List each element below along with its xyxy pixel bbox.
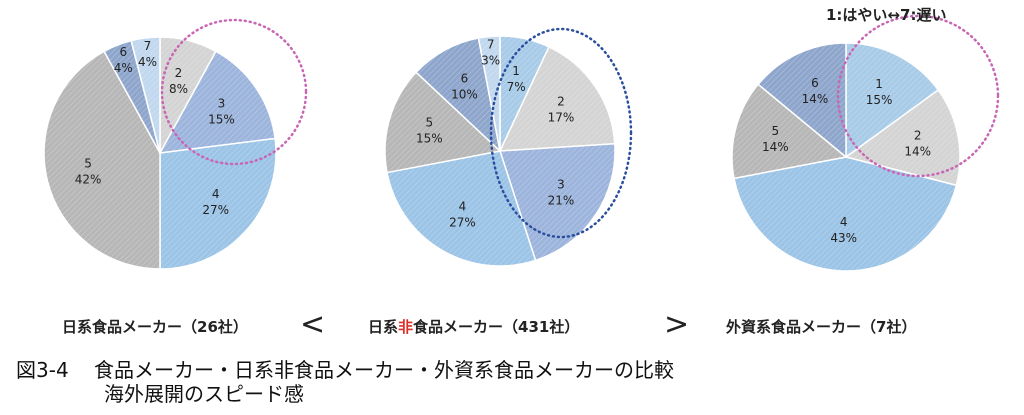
highlight-non-text: 非: [398, 318, 414, 336]
pie-2-slice-2-texture: [500, 46, 615, 151]
comparator-greater-than: >: [664, 307, 690, 342]
pie-1-label-7-percent: 4%: [138, 55, 157, 69]
pie-1-label-4-percent: 27%: [202, 203, 229, 217]
pie-2-label-2-percent: 17%: [548, 111, 575, 125]
pie-3-slice-1-texture: [846, 42, 939, 157]
pie-1-label-3-percent: 15%: [208, 112, 235, 126]
pie-2-label-6-category: 6: [461, 72, 469, 86]
pie-chart-3: 1 15% 2 14% 4 43% 5 14% 6 14%: [731, 42, 961, 272]
pie-1-label-2-percent: 8%: [169, 82, 188, 96]
comparator-less-than: <: [300, 307, 326, 342]
figure-number: 図3-4: [16, 358, 69, 382]
pie-2-slice-1-texture: [500, 36, 549, 151]
pie-3-label-1-percent: 15%: [866, 93, 893, 107]
caption-line-2: 海外展開のスピード感: [104, 382, 304, 406]
pie-3-label-6-category: 6: [811, 76, 819, 90]
caption-line-1: 食品メーカー・日系非食品メーカー・外資系食品メーカーの比較: [94, 358, 674, 382]
pie-2-label-5-category: 5: [425, 116, 433, 130]
pie-3-label-6-percent: 14%: [802, 92, 829, 106]
pie-3-slice-5-texture: [732, 84, 846, 179]
chart-label-japanese-food: 日系食品メーカー（26社）: [62, 318, 248, 336]
pie-1-slice-5-texture: [44, 51, 160, 269]
pie-1-label-3-category: 3: [218, 96, 226, 110]
pie-chart-1: 2 8% 3 15% 4 27% 5 42% 6 4% 7 4%: [43, 36, 277, 270]
pie-2-slice-5-texture: [385, 72, 500, 173]
pie-1-slice-4-texture: [160, 138, 277, 269]
pie-3-label-2-category: 2: [914, 128, 922, 142]
highlight-circle-pie-3: [836, 14, 1000, 178]
highlight-ellipse-pie-2: [489, 27, 633, 239]
pie-2-label-3-percent: 21%: [548, 193, 575, 207]
pie-3-slice-2-texture: [846, 89, 961, 186]
pie-2-label-1-category: 1: [512, 64, 520, 78]
pie-2-label-1-percent: 7%: [507, 80, 526, 94]
pie-1-label-6-percent: 4%: [114, 61, 133, 75]
pie-2-label-4-category: 4: [459, 199, 467, 213]
pie-1-label-7-category: 7: [144, 39, 152, 53]
pie-charts-area: 28%315%427%542%64%74%17%217%321%427%515%…: [43, 14, 1000, 272]
pie-3-label-4-category: 4: [840, 215, 848, 229]
pie-3-label-5-category: 5: [771, 124, 779, 138]
pie-1-label-4-category: 4: [212, 187, 220, 201]
pie-1-slice-7-texture: [131, 37, 160, 153]
chart-label-foreign-food: 外資系食品メーカー（7社）: [726, 318, 917, 336]
pie-3-slice-6-texture: [758, 42, 846, 157]
highlight-circle-pie-1: [160, 18, 308, 166]
pie-2-label-7-category: 7: [487, 38, 495, 52]
pie-chart-2: 17%217%321%427%515%610%73%: [384, 35, 616, 267]
pie-2-label-3-category: 3: [557, 177, 565, 191]
pie-3-slice-4-texture: [734, 157, 957, 272]
pie-1-slice-2-texture: [160, 37, 216, 153]
pie-3-label-1-category: 1: [875, 77, 883, 91]
pie-2-label-2-category: 2: [557, 95, 565, 109]
figure-caption: 図3-4 食品メーカー・日系非食品メーカー・外資系食品メーカーの比較 海外展開のス…: [16, 358, 674, 406]
pie-1-slice-3-texture: [160, 51, 276, 153]
pie-2-slice-7-texture: [478, 36, 500, 151]
legend-note: 1:はやい↔7:遅い: [826, 6, 947, 24]
pie-1-label-5-percent: 42%: [75, 173, 102, 187]
pie-3-label-4-percent: 43%: [830, 231, 857, 245]
pie-1-label-6-category: 6: [119, 45, 127, 59]
pie-2-label-7-percent: 3%: [481, 54, 500, 68]
pie-2-label-6-percent: 10%: [451, 88, 478, 102]
chart-label-japanese-nonfood: 日系非食品メーカー（431社）: [368, 318, 580, 336]
pie-1-label-2-category: 2: [175, 66, 183, 80]
pie-3-label-2-percent: 14%: [904, 144, 931, 158]
pie-1-label-5-category: 5: [84, 157, 92, 171]
pie-2-slice-6-texture: [416, 38, 500, 151]
pie-2-slice-3-texture: [500, 143, 615, 261]
pie-2-slice-4-texture: [387, 151, 536, 266]
pie-1-slice-6-texture: [104, 40, 160, 153]
pie-2-label-4-percent: 27%: [449, 215, 476, 229]
pie-2-label-5-percent: 15%: [416, 132, 443, 146]
pie-3-label-5-percent: 14%: [762, 140, 789, 154]
